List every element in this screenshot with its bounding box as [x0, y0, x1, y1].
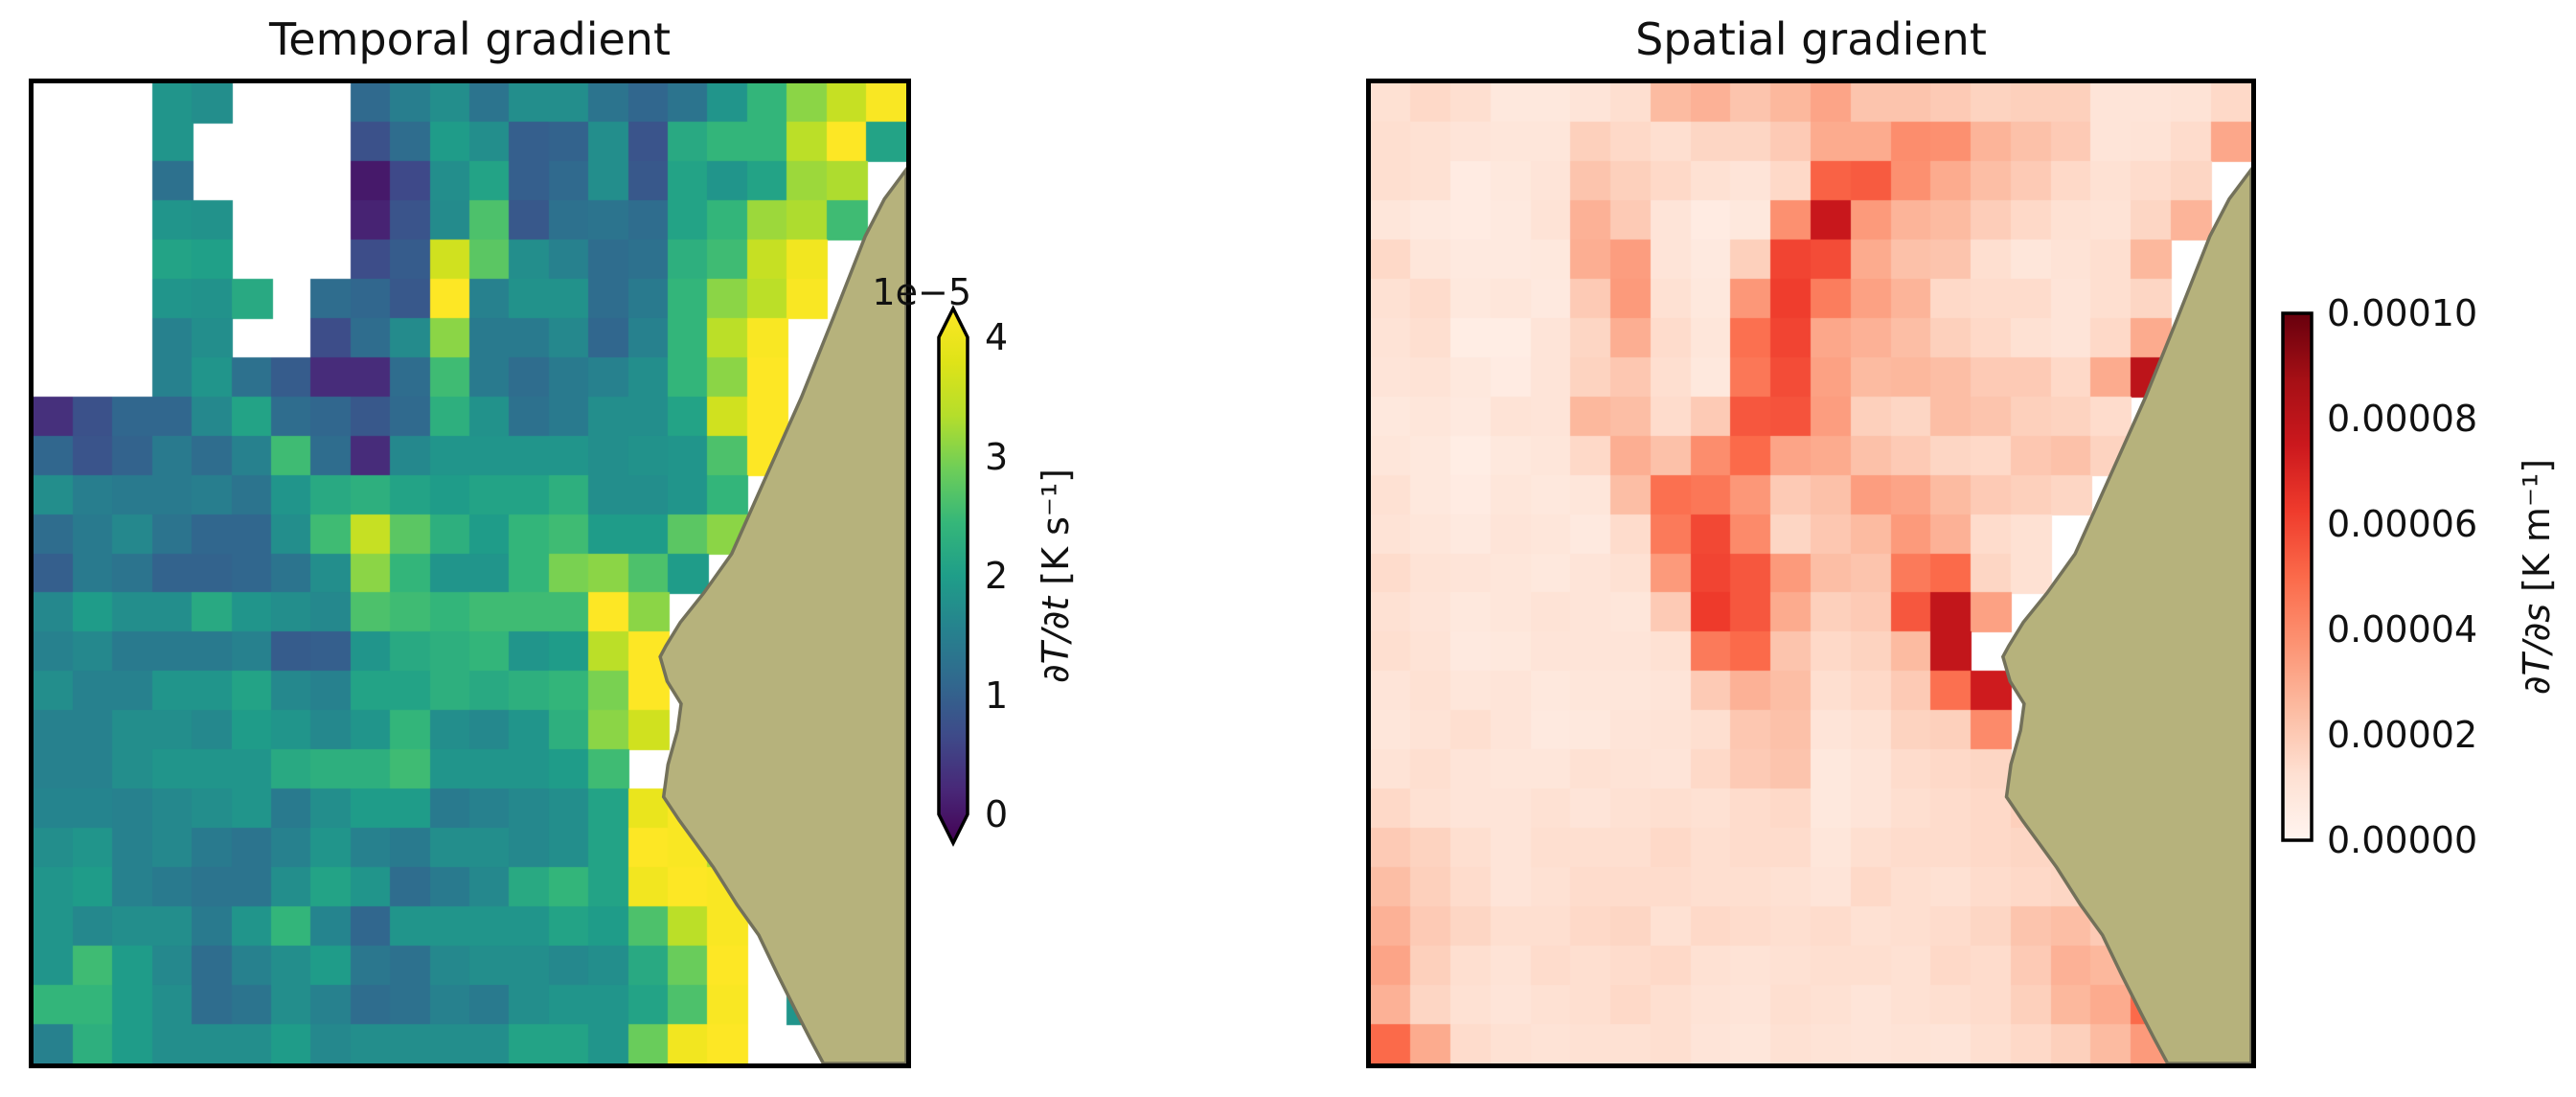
- spatial-colorbar: [2281, 311, 2314, 842]
- spatial-colorbar-tick-label: 0.00000: [2327, 819, 2478, 861]
- temporal-panel-title: Temporal gradient: [268, 13, 671, 65]
- spatial-colorbar-tick-label: 0.00004: [2327, 608, 2478, 651]
- temporal-colorbar-label-units: [K s⁻¹]: [1035, 468, 1077, 597]
- spatial-colorbar-axis-label: ∂T/∂s [K m⁻¹]: [2514, 289, 2560, 864]
- temporal-colorbar-tick-label: 2: [985, 555, 1009, 597]
- temporal-colorbar-offset-label: 1e−5: [872, 271, 971, 313]
- spatial-colorbar-tick-label: 0.00010: [2327, 292, 2478, 334]
- temporal-colorbar-tick-label: 0: [985, 793, 1009, 835]
- temporal-colorbar-tick-label: 1: [985, 674, 1009, 717]
- temporal-colorbar: [937, 305, 969, 847]
- spatial-colorbar-ticks: 0.00010 0.00008 0.00006 0.00004 0.00002 0.000…: [2327, 292, 2547, 861]
- temporal-colorbar-label-math: ∂T/∂t: [1035, 596, 1077, 684]
- spatial-heatmap-canvas: [1371, 83, 2251, 1063]
- temporal-heatmap-plot: [29, 79, 911, 1068]
- spatial-colorbar-label-math: ∂T/∂s: [2516, 603, 2558, 696]
- spatial-panel-title: Spatial gradient: [1635, 13, 1987, 65]
- temporal-colorbar-axis-label: ∂T/∂t [K s⁻¹]: [1033, 288, 1079, 863]
- temporal-heatmap-canvas: [34, 83, 906, 1063]
- spatial-colorbar-tick-label: 0.00008: [2327, 398, 2478, 440]
- spatial-colorbar-label-units: [K m⁻¹]: [2516, 458, 2558, 604]
- temporal-colorbar-ticks: 4 3 2 1 0: [985, 316, 1128, 835]
- temporal-colorbar-tick-label: 4: [985, 316, 1009, 358]
- spatial-colorbar-tick-label: 0.00006: [2327, 503, 2478, 545]
- spatial-colorbar-bar: [2281, 311, 2314, 842]
- temporal-colorbar-tick-label: 3: [985, 435, 1009, 478]
- temporal-colorbar-bar: [937, 305, 969, 847]
- spatial-heatmap-plot: [1366, 79, 2256, 1068]
- spatial-colorbar-tick-label: 0.00002: [2327, 714, 2478, 756]
